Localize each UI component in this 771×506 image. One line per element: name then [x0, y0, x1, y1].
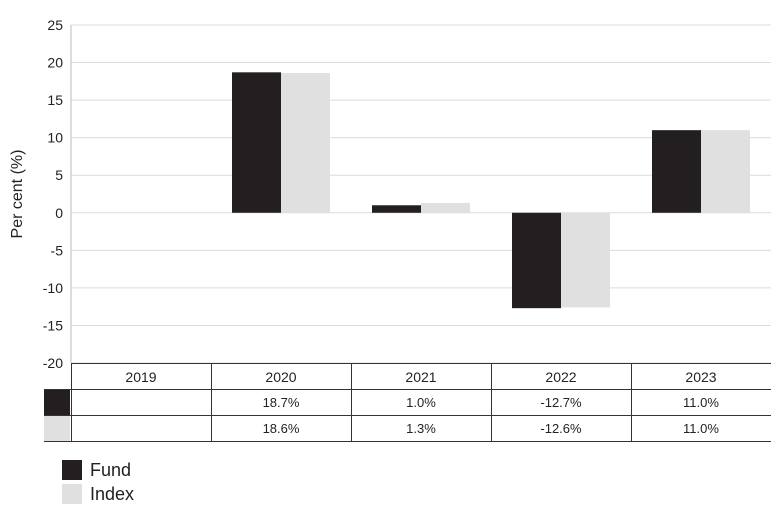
- y-tick-label: 20: [47, 55, 63, 71]
- bar-fund-2021: [372, 205, 421, 213]
- legend-swatch-index: [62, 484, 82, 504]
- y-tick-label: -20: [43, 355, 63, 371]
- bar-fund-2020: [232, 72, 281, 213]
- legend-item-fund: Fund: [62, 458, 134, 482]
- table-cell: 11.0%: [683, 395, 719, 410]
- table-cell: 1.0%: [406, 395, 436, 410]
- table-cell: 18.6%: [263, 421, 300, 436]
- bar-index-2021: [421, 203, 470, 213]
- legend-swatch-fund: [62, 460, 82, 480]
- data-table: 2019 2020 2021 2022 2023 18.7% 1.0% -12.7% 11.0%…: [44, 363, 771, 442]
- x-tick-label: 2022: [545, 369, 576, 385]
- y-tick-label: 0: [55, 205, 63, 221]
- y-tick-label: 15: [47, 92, 63, 108]
- x-tick-label: 2020: [265, 369, 296, 385]
- x-tick-label: 2019: [125, 369, 156, 385]
- y-tick-label: 10: [47, 130, 63, 146]
- y-tick-label: 25: [47, 17, 63, 33]
- table-cell: 18.7%: [263, 395, 300, 410]
- table-cell: -12.7%: [540, 395, 582, 410]
- y-tick-label: 5: [55, 167, 63, 183]
- legend: Fund Index: [62, 458, 134, 506]
- table-cell: 1.3%: [406, 421, 436, 436]
- legend-label-index: Index: [90, 484, 135, 504]
- y-axis: 25 20 15 10 5 0 -5 -10 -15 -20: [43, 17, 72, 371]
- bar-fund-2022: [512, 212, 561, 309]
- y-tick-label: -10: [43, 280, 63, 296]
- table-cell: -12.6%: [540, 421, 582, 436]
- bar-index-2023: [701, 130, 750, 213]
- y-tick-label: -15: [43, 317, 63, 333]
- legend-label-fund: Fund: [90, 460, 132, 480]
- table-swatch-index: [44, 416, 70, 441]
- legend-item-index: Index: [62, 482, 134, 506]
- bars: [232, 72, 750, 309]
- y-tick-label: -5: [51, 242, 64, 258]
- table-swatch-fund: [44, 390, 70, 415]
- bar-fund-2023: [652, 130, 701, 213]
- bar-index-2022: [561, 212, 610, 308]
- bar-index-2020: [281, 73, 330, 213]
- table-cell: 11.0%: [683, 421, 719, 436]
- y-axis-label: Per cent (%): [9, 150, 26, 239]
- x-tick-label: 2023: [685, 369, 716, 385]
- x-tick-label: 2021: [405, 369, 436, 385]
